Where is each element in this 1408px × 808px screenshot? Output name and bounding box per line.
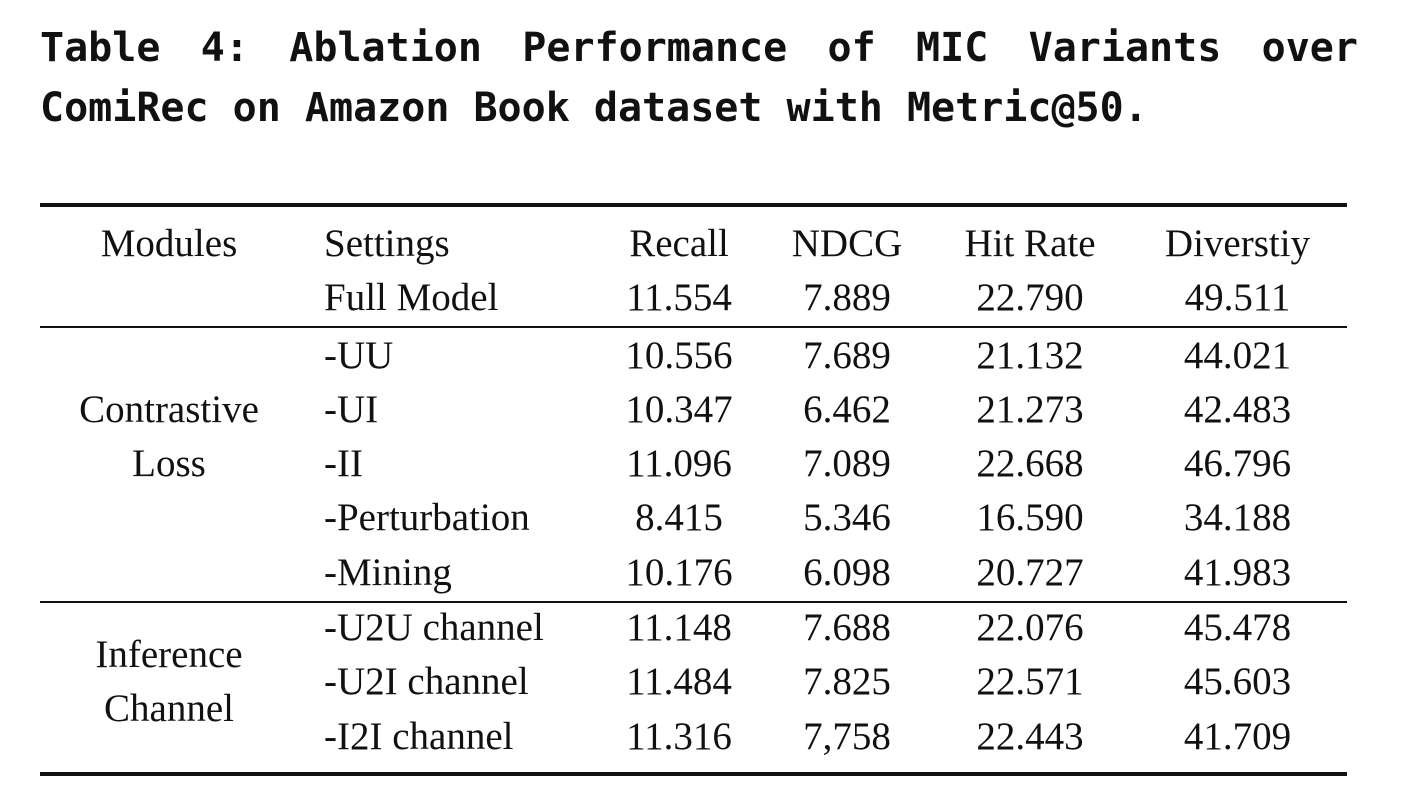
cell-ndcg: 7.689 xyxy=(803,334,891,377)
header-settings: Settings xyxy=(324,222,450,265)
caption-word: Variants xyxy=(1028,25,1222,71)
mid-rule-2 xyxy=(40,601,1347,603)
cell-diversity: 41.709 xyxy=(1183,715,1292,758)
cell-hit-rate: 20.727 xyxy=(976,551,1084,594)
cell-ndcg: 7.889 xyxy=(803,276,891,319)
header-diversity: Diverstiy xyxy=(1164,222,1311,265)
cell-settings: Full Model xyxy=(324,276,499,319)
cell-diversity: 44.021 xyxy=(1183,334,1292,377)
cell-recall: 11.554 xyxy=(626,276,732,319)
cell-hit-rate: 21.132 xyxy=(976,334,1084,377)
cell-ndcg: 5.346 xyxy=(803,496,891,539)
top-rule xyxy=(40,203,1347,207)
cell-hit-rate: 16.590 xyxy=(976,496,1084,539)
cell-diversity: 34.188 xyxy=(1183,496,1292,539)
cell-recall: 11.316 xyxy=(626,715,732,758)
cell-settings: -U2I channel xyxy=(324,660,529,703)
cell-ndcg: 7.688 xyxy=(803,606,891,649)
cell-settings: -U2U channel xyxy=(324,606,544,649)
cell-diversity: 45.478 xyxy=(1183,606,1292,649)
module-label: Inference xyxy=(95,633,243,676)
cell-recall: 10.347 xyxy=(625,388,733,431)
header-ndcg: NDCG xyxy=(791,222,903,265)
cell-hit-rate: 22.668 xyxy=(976,442,1084,485)
bottom-rule xyxy=(40,772,1347,776)
cell-hit-rate: 22.076 xyxy=(976,606,1084,649)
cell-hit-rate: 22.790 xyxy=(976,276,1084,319)
caption-word: over xyxy=(1261,25,1358,71)
cell-settings: -UI xyxy=(324,388,379,431)
cell-diversity: 49.511 xyxy=(1184,276,1291,319)
cell-diversity: 46.796 xyxy=(1183,442,1292,485)
cell-recall: 10.176 xyxy=(625,551,733,594)
caption-word: 4: xyxy=(200,25,249,71)
cell-settings: -I2I channel xyxy=(324,715,514,758)
module-label: Channel xyxy=(104,687,234,730)
cell-ndcg: 6.462 xyxy=(803,388,891,431)
cell-diversity: 41.983 xyxy=(1183,551,1292,594)
caption-word: Table xyxy=(40,25,161,71)
header-hit-rate: Hit Rate xyxy=(964,222,1096,265)
mid-rule-1 xyxy=(40,326,1347,328)
caption-word: Performance xyxy=(522,25,788,71)
cell-settings: -II xyxy=(324,442,363,485)
cell-recall: 10.556 xyxy=(625,334,733,377)
table-caption: Table 4: Ablation Performance of MIC Var… xyxy=(40,18,1358,138)
header-recall: Recall xyxy=(629,222,729,265)
cell-diversity: 45.603 xyxy=(1183,660,1292,703)
caption-word: Ablation xyxy=(289,25,482,71)
cell-ndcg: 7,758 xyxy=(803,715,891,758)
cell-recall: 8.415 xyxy=(635,496,723,539)
cell-hit-rate: 22.443 xyxy=(976,715,1084,758)
caption-line-1: Table 4: Ablation Performance of MIC Var… xyxy=(40,18,1358,78)
caption-word: of xyxy=(827,25,876,71)
cell-recall: 11.484 xyxy=(626,660,732,703)
cell-diversity: 42.483 xyxy=(1183,388,1292,431)
cell-settings: -Perturbation xyxy=(324,496,530,539)
header-modules: Modules xyxy=(100,222,238,265)
module-label: Contrastive xyxy=(79,388,259,431)
module-label: Loss xyxy=(132,442,206,485)
cell-ndcg: 6.098 xyxy=(803,551,891,594)
cell-hit-rate: 22.571 xyxy=(976,660,1084,703)
cell-recall: 11.148 xyxy=(626,606,732,649)
cell-recall: 11.096 xyxy=(626,442,732,485)
caption-line-2: ComiRec on Amazon Book dataset with Metr… xyxy=(40,85,1148,131)
cell-ndcg: 7.825 xyxy=(803,660,891,703)
cell-hit-rate: 21.273 xyxy=(976,388,1084,431)
cell-settings: -UU xyxy=(324,334,394,377)
cell-settings: -Mining xyxy=(324,551,452,594)
caption-word: MIC xyxy=(916,25,989,71)
cell-ndcg: 7.089 xyxy=(803,442,891,485)
